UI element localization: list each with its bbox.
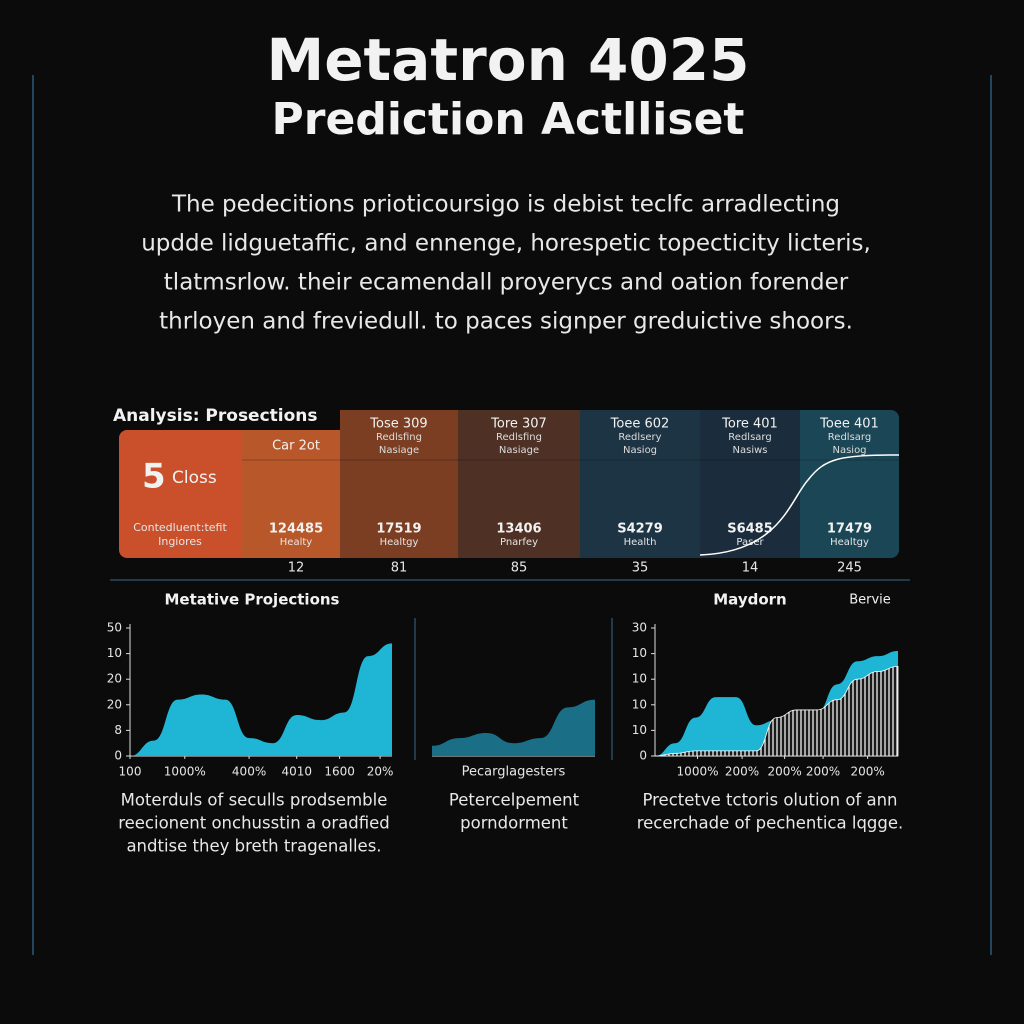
label-tab (106, 402, 338, 430)
column-status: Healtgy (380, 537, 419, 548)
area (654, 665, 899, 757)
column-value: S6485 (727, 522, 773, 537)
x-tick-label: 200% (806, 765, 840, 779)
column-below: 85 (511, 561, 528, 576)
column-head: Redlsarg (728, 432, 771, 443)
x-tick-label: 400% (232, 765, 266, 779)
column-value: 124485 (269, 522, 323, 537)
y-tick-label: 10 (107, 646, 122, 660)
column-head: Nasiog (623, 445, 657, 456)
area (130, 643, 392, 756)
strip-cell (242, 430, 340, 558)
intro-line: thrloyen and freviedull. to paces signpe… (159, 309, 853, 335)
projection-strip: Analysis: Prosections 5 Closs Contedluent:t… (106, 402, 900, 576)
y-tick-label: 30 (632, 621, 647, 635)
column-head: Nasiws (733, 445, 768, 456)
column-head: Nasiage (379, 445, 419, 456)
y-tick-label: 10 (632, 672, 647, 686)
strip-cell (340, 410, 458, 558)
y-tick-label: 10 (632, 723, 647, 737)
x-tick-label: 1000% (677, 765, 719, 779)
y-tick-label: 20 (107, 672, 122, 686)
title: Metatron 4025 (266, 26, 749, 94)
column-head: Redlsfing (496, 432, 542, 443)
area (432, 699, 595, 756)
caption: recerchade of pechentica lqgge. (637, 814, 904, 833)
column-head: Car 2ot (272, 439, 320, 454)
column-value: 17479 (827, 522, 872, 537)
intro-line: tlatmsrlow. their ecamendall proyerycs a… (164, 270, 849, 296)
caption: porndorment (460, 814, 568, 833)
caption: reecionent onchusstin a oradfied (118, 814, 390, 833)
column-below: 35 (632, 561, 649, 576)
column-head: Toee 401 (819, 417, 879, 432)
strip-cell (800, 410, 891, 558)
column-status: Healtgy (830, 537, 869, 548)
x-label: Pecarglagesters (462, 765, 566, 780)
x-tick-label: 200% (725, 765, 759, 779)
x-tick-label: 4010 (281, 765, 312, 779)
y-tick-label: 20 (107, 697, 122, 711)
y-tick-label: 8 (114, 723, 122, 737)
strip-cell (458, 410, 580, 558)
column-status: Healty (280, 537, 312, 548)
y-tick-label: 10 (632, 697, 647, 711)
lead-big: 5 (142, 457, 166, 497)
column-head: Redlsery (618, 432, 661, 443)
strip-label: Analysis: Prosections (113, 406, 318, 426)
lead-line: Contedluent:tefit (133, 521, 227, 534)
x-tick-label: 20% (367, 765, 394, 779)
x-tick-label: 1600 (324, 765, 355, 779)
column-head: Nasiog (832, 445, 866, 456)
x-tick-label: 200% (767, 765, 801, 779)
column-head: Toee 602 (610, 417, 670, 432)
strip-cell (700, 410, 800, 558)
lead-cell (119, 430, 269, 558)
caption: Moterduls of seculls prodsemble (121, 791, 388, 810)
x-tick-label: 100 (119, 765, 142, 779)
y-tick-label: 10 (632, 646, 647, 660)
trend-curve (699, 454, 900, 556)
intro-line: The pedecitions prioticoursigo is debist… (171, 192, 840, 218)
column-head: Redlsarg (828, 432, 871, 443)
x-tick-label: 200% (850, 765, 884, 779)
column-head: Nasiage (499, 445, 539, 456)
column-below: 14 (742, 561, 759, 576)
chart-title: Maydorn (713, 591, 786, 609)
column-status: Pnarfey (500, 537, 538, 548)
lead-line: Ingiores (158, 535, 202, 548)
badge: Bervie (849, 593, 891, 608)
x-tick-label: 1000% (164, 765, 206, 779)
column-below: 12 (288, 561, 305, 576)
y-tick-label: 50 (107, 621, 122, 635)
y-tick-label: 0 (114, 749, 122, 763)
column-head: Redlsfing (376, 432, 422, 443)
column-value: 17519 (376, 522, 421, 537)
subtitle: Prediction Actlliset (272, 94, 745, 145)
column-head: Tore 307 (490, 417, 547, 432)
caption: andtise they breth tragenalles. (126, 837, 381, 856)
column-head: Tore 401 (721, 417, 778, 432)
intro-line: updde lidguetaffic, and ennenge, horespe… (141, 231, 871, 257)
strip-cell (580, 410, 700, 558)
intro: The pedecitions prioticoursigo is debist… (141, 192, 871, 335)
chart-title: Metative Projections (164, 591, 339, 609)
caption: Prectetve tctoris olution of ann (642, 791, 897, 810)
column-status: Health (624, 537, 657, 548)
lead-word: Closs (172, 468, 217, 488)
column-value: S4279 (617, 522, 663, 537)
y-tick-label: 0 (639, 749, 647, 763)
caption: Petercelpement (449, 791, 580, 810)
column-below: 81 (391, 561, 408, 576)
column-head: Tose 309 (369, 417, 427, 432)
column-value: 13406 (496, 522, 541, 537)
column-status: Paser (736, 537, 764, 548)
column-below: 245 (837, 561, 862, 576)
